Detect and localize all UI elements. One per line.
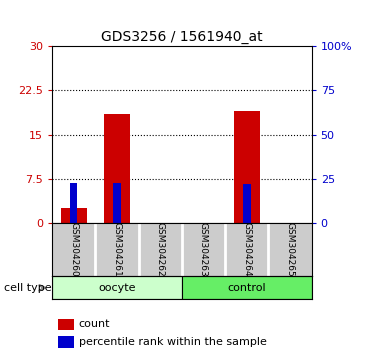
Bar (113, 183, 121, 223)
Title: GDS3256 / 1561940_at: GDS3256 / 1561940_at (101, 30, 263, 44)
Text: oocyte: oocyte (98, 282, 136, 293)
Bar (60, 208, 86, 223)
Text: percentile rank within the sample: percentile rank within the sample (79, 337, 266, 347)
Text: GSM304260: GSM304260 (69, 222, 78, 277)
Bar (58, 336, 74, 348)
Bar (58, 319, 74, 330)
Text: GSM304263: GSM304263 (199, 222, 208, 277)
Bar (70, 183, 78, 223)
Text: GSM304264: GSM304264 (242, 222, 251, 277)
Bar (104, 114, 130, 223)
Bar (182, 276, 312, 299)
Text: GSM304261: GSM304261 (112, 222, 121, 277)
Text: GSM304262: GSM304262 (156, 222, 165, 277)
Bar (243, 184, 251, 223)
Text: control: control (227, 282, 266, 293)
Bar (234, 111, 260, 223)
Text: count: count (79, 319, 110, 329)
Text: GSM304265: GSM304265 (286, 222, 295, 277)
Bar (52, 276, 182, 299)
Text: cell type: cell type (4, 283, 51, 293)
